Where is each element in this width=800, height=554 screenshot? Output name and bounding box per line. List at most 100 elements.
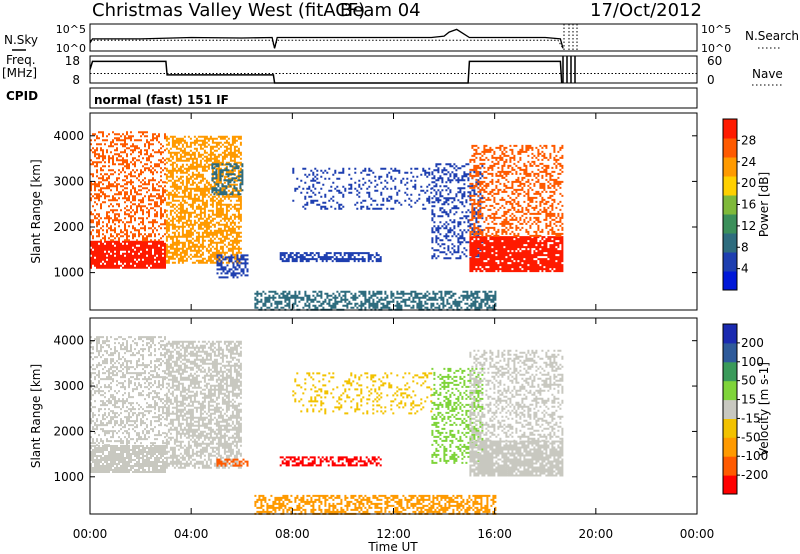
nsearch-label: N.Search bbox=[745, 29, 799, 43]
freq-ytick-right-top: 60 bbox=[707, 54, 722, 68]
velocity-ytick-2: 3000 bbox=[53, 379, 84, 393]
power-ylabel: Slant Range [km] bbox=[29, 159, 43, 263]
power-ytick-1: 2000 bbox=[53, 220, 84, 234]
power-cells-2 bbox=[165, 135, 242, 264]
power-cbar-label: Power [dB] bbox=[757, 172, 771, 237]
x-tick-labels: 00:00 04:00 08:00 12:00 16:00 20:00 00:00 bbox=[73, 527, 715, 541]
xtick-label-5: 20:00 bbox=[579, 527, 614, 541]
noise-ytick-left-bottom: 10^0 bbox=[56, 42, 86, 55]
velocity-cbar-tick-1: -100 bbox=[741, 449, 768, 463]
velocity-cbar-seg-5 bbox=[723, 380, 737, 401]
velocity-cells-8 bbox=[469, 440, 564, 477]
cpid-mode-label: normal (fast) 151 IF bbox=[94, 93, 229, 107]
velocity-panel-axes: 1000 2000 3000 4000 Slant Range [km] bbox=[29, 318, 698, 514]
date-title: 17/Oct/2012 bbox=[590, 0, 702, 21]
velocity-cbar-tick-3: -15 bbox=[741, 411, 761, 425]
velocity-cbar-seg-1 bbox=[723, 456, 737, 476]
velocity-cells-2 bbox=[165, 340, 242, 469]
power-ytick-2: 3000 bbox=[53, 174, 84, 188]
power-cells-3 bbox=[211, 163, 244, 196]
power-cells-10 bbox=[469, 144, 564, 237]
freq-panel-frame bbox=[89, 55, 698, 84]
velocity-cbar-tick-7: 200 bbox=[741, 336, 764, 350]
noise-ytick-right-bottom: 10^0 bbox=[701, 42, 731, 55]
xtick-label-6: 00:00 bbox=[680, 527, 715, 541]
power-cbar-seg-7 bbox=[723, 138, 737, 158]
power-cells-7 bbox=[254, 290, 497, 311]
power-cbar-tick-3: 16 bbox=[741, 198, 756, 212]
velocity-cells-5 bbox=[292, 372, 433, 415]
velocity-heatmap-cells bbox=[90, 336, 564, 515]
velocity-cells-6 bbox=[254, 494, 497, 515]
freq-ytick-left-bottom: 8 bbox=[72, 73, 80, 87]
velocity-cells-3 bbox=[216, 458, 249, 467]
freq-panel-lines bbox=[89, 56, 697, 84]
noise-panel-ticks: 10^5 10^0 10^5 10^0 bbox=[56, 23, 731, 55]
x-axis-label: Time UT bbox=[367, 540, 418, 554]
power-cbar-seg-6 bbox=[723, 157, 737, 177]
velocity-colorbar: -200 -100 -50 -15 15 50 100 200 Velocity [m s-1] bbox=[722, 323, 771, 495]
nave-label: Nave bbox=[752, 67, 783, 81]
freq-label-1: Freq. bbox=[6, 53, 36, 67]
velocity-ytick-1: 2000 bbox=[53, 424, 84, 438]
xtick-label-0: 00:00 bbox=[73, 527, 108, 541]
power-cbar-seg-3 bbox=[723, 214, 737, 234]
beam-title: Beam 04 bbox=[340, 0, 421, 21]
power-ytick-3: 4000 bbox=[53, 129, 84, 143]
velocity-cbar-seg-6 bbox=[723, 361, 737, 382]
power-cells-9 bbox=[469, 236, 564, 273]
freq-ytick-right-bottom: 0 bbox=[707, 73, 715, 87]
station-title: Christmas Valley West (fitACF) bbox=[92, 0, 365, 21]
power-cells-6 bbox=[292, 167, 433, 210]
noise-panel-frame bbox=[89, 23, 698, 52]
velocity-cbar-seg-7 bbox=[723, 342, 737, 363]
noise-ytick-left-top: 10^5 bbox=[56, 23, 86, 36]
power-cbar-seg-0 bbox=[723, 271, 737, 291]
velocity-cbar-seg-8 bbox=[723, 324, 737, 344]
velocity-cbar-tick-0: -200 bbox=[741, 468, 768, 482]
power-cbar-tick-6: 28 bbox=[741, 133, 756, 147]
velocity-cbar-tick-6: 100 bbox=[741, 355, 764, 369]
freq-series-0 bbox=[89, 60, 563, 84]
power-cbar-seg-1 bbox=[723, 252, 737, 272]
velocity-cbar-seg-0 bbox=[723, 475, 737, 495]
freq-panel-ticks: 18 8 60 0 bbox=[65, 54, 723, 87]
power-cells-4 bbox=[216, 254, 249, 279]
velocity-cbar-label: Velocity [m s-1] bbox=[757, 362, 771, 456]
velocity-cbar-seg-2 bbox=[723, 437, 737, 457]
power-cbar-tick-0: 4 bbox=[741, 262, 749, 276]
xtick-label-2: 08:00 bbox=[275, 527, 310, 541]
power-cells-1 bbox=[90, 131, 166, 242]
freq-ytick-left-top: 18 bbox=[65, 54, 80, 68]
power-cbar-seg-4 bbox=[723, 195, 737, 215]
velocity-cbar-tick-4: 15 bbox=[741, 393, 756, 407]
velocity-cells-0 bbox=[90, 445, 166, 473]
power-cbar-tick-4: 20 bbox=[741, 176, 756, 190]
power-heatmap-cells bbox=[90, 131, 564, 311]
velocity-cells-4 bbox=[279, 456, 382, 467]
noise-panel-lines bbox=[89, 24, 578, 51]
noise-ytick-right-top: 10^5 bbox=[701, 23, 731, 36]
power-cbar-tick-5: 24 bbox=[741, 155, 756, 169]
power-cbar-tick-1: 8 bbox=[741, 240, 749, 254]
power-panel-axes: 1000 2000 3000 4000 Slant Range [km] bbox=[29, 113, 698, 310]
xtick-label-3: 12:00 bbox=[376, 527, 411, 541]
velocity-ytick-0: 1000 bbox=[53, 470, 84, 484]
power-cbar-tick-2: 12 bbox=[741, 219, 756, 233]
velocity-ylabel: Slant Range [km] bbox=[29, 364, 43, 468]
power-cells-5 bbox=[279, 252, 382, 263]
power-ytick-0: 1000 bbox=[53, 266, 84, 280]
velocity-cbar-seg-4 bbox=[723, 399, 737, 419]
cpid-label: CPID bbox=[6, 89, 38, 103]
power-cbar-seg-8 bbox=[723, 119, 737, 139]
power-cells-0 bbox=[90, 240, 166, 269]
noise-series-0 bbox=[89, 28, 564, 49]
freq-label-2: [MHz] bbox=[2, 66, 37, 80]
velocity-cells-1 bbox=[90, 336, 166, 447]
xtick-label-1: 04:00 bbox=[174, 527, 209, 541]
velocity-cbar-frame bbox=[722, 323, 738, 495]
power-colorbar: 4 8 12 16 20 24 28 Power [dB] bbox=[722, 118, 771, 291]
velocity-cbar-seg-3 bbox=[723, 418, 737, 438]
velocity-cbar-tick-2: -50 bbox=[741, 430, 761, 444]
